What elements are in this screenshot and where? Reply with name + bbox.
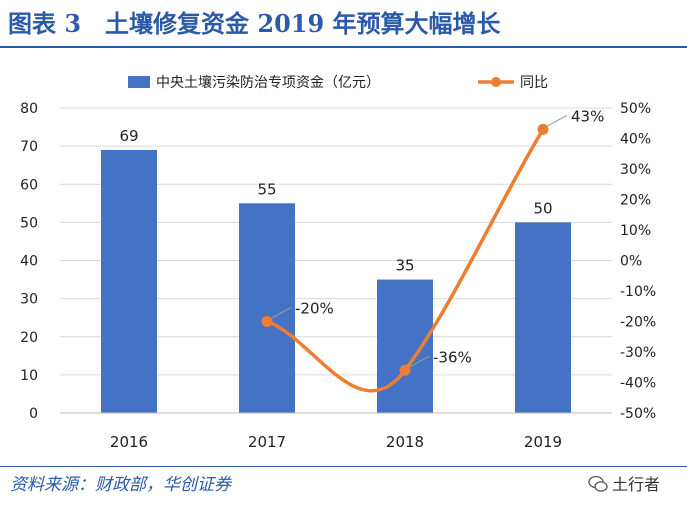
left-tick-label: 70 xyxy=(20,139,38,155)
right-tick-label: 40% xyxy=(620,132,651,148)
x-tick-label: 2018 xyxy=(386,433,424,451)
yoy-point-2017 xyxy=(261,316,273,327)
bar-2019 xyxy=(515,222,571,413)
yoy-label-leader xyxy=(408,355,430,368)
legend-bar-swatch xyxy=(128,76,150,88)
figure-title: 图表 3 土壤修复资金 2019 年预算大幅增长 xyxy=(8,9,501,38)
bar-label-2016: 69 xyxy=(119,127,138,145)
yoy-label-2017: -20% xyxy=(295,300,334,318)
yoy-label-leader xyxy=(546,114,568,127)
right-tick-label: -20% xyxy=(620,315,656,331)
x-tick-label: 2016 xyxy=(110,433,148,451)
yoy-label-2018: -36% xyxy=(433,348,472,366)
legend-line-marker xyxy=(491,77,501,87)
left-tick-label: 40 xyxy=(20,254,38,270)
yoy-label-2019: 43% xyxy=(571,107,604,125)
left-y-axis: 0 10 20 30 40 50 60 70 80 xyxy=(20,101,38,422)
title-divider xyxy=(0,46,687,48)
left-tick-label: 80 xyxy=(20,101,38,117)
bar-label-2017: 55 xyxy=(257,180,276,198)
legend-bar-label: 中央土壤污染防治专项资金（亿元） xyxy=(156,74,380,91)
watermark: 土行者 xyxy=(588,472,660,498)
x-axis: 2016 2017 2018 2019 xyxy=(60,412,612,451)
left-tick-label: 50 xyxy=(20,215,38,231)
right-y-axis: -50% -40% -30% -20% -10% 0% 10% 20% 30% 40% 50% xyxy=(620,101,656,422)
bar-value-labels: 69 55 35 50 xyxy=(119,127,552,275)
left-tick-label: 30 xyxy=(20,292,38,308)
right-tick-label: 50% xyxy=(620,101,651,117)
footer-divider xyxy=(0,466,687,467)
right-tick-label: -30% xyxy=(620,345,656,361)
right-tick-label: 10% xyxy=(620,223,651,239)
bar-2018 xyxy=(377,279,433,413)
right-tick-label: 30% xyxy=(620,162,651,178)
left-tick-label: 20 xyxy=(20,330,38,346)
yoy-point-2019 xyxy=(537,123,549,135)
x-tick-label: 2017 xyxy=(248,433,286,451)
right-tick-label: 20% xyxy=(620,193,651,209)
bar-label-2018: 35 xyxy=(395,257,414,275)
yoy-label-leader xyxy=(270,307,292,319)
bar-2017 xyxy=(239,203,295,413)
wechat-icon xyxy=(588,475,608,492)
right-tick-label: 0% xyxy=(620,254,642,270)
right-tick-label: -50% xyxy=(620,406,656,422)
source-note: 资料来源：财政部，华创证券 xyxy=(10,475,231,495)
legend: 中央土壤污染防治专项资金（亿元） 同比 xyxy=(128,74,548,91)
right-tick-label: -10% xyxy=(620,284,656,300)
x-tick-label: 2019 xyxy=(524,433,562,451)
yoy-point-2018 xyxy=(399,364,411,376)
watermark-text: 土行者 xyxy=(612,475,661,494)
bar-line-chart: 0 10 20 30 40 50 60 70 80 -50% -40% -30% -20% -10% 0%… xyxy=(20,74,656,451)
bar-label-2019: 50 xyxy=(533,199,552,217)
left-tick-label: 60 xyxy=(20,177,38,193)
yoy-line-series: -20% -36% 43% xyxy=(261,107,604,393)
left-tick-label: 10 xyxy=(20,368,38,384)
left-tick-label: 0 xyxy=(29,406,38,422)
right-tick-label: -40% xyxy=(620,376,656,392)
bar-2016 xyxy=(101,149,157,413)
legend-line-label: 同比 xyxy=(520,75,548,91)
